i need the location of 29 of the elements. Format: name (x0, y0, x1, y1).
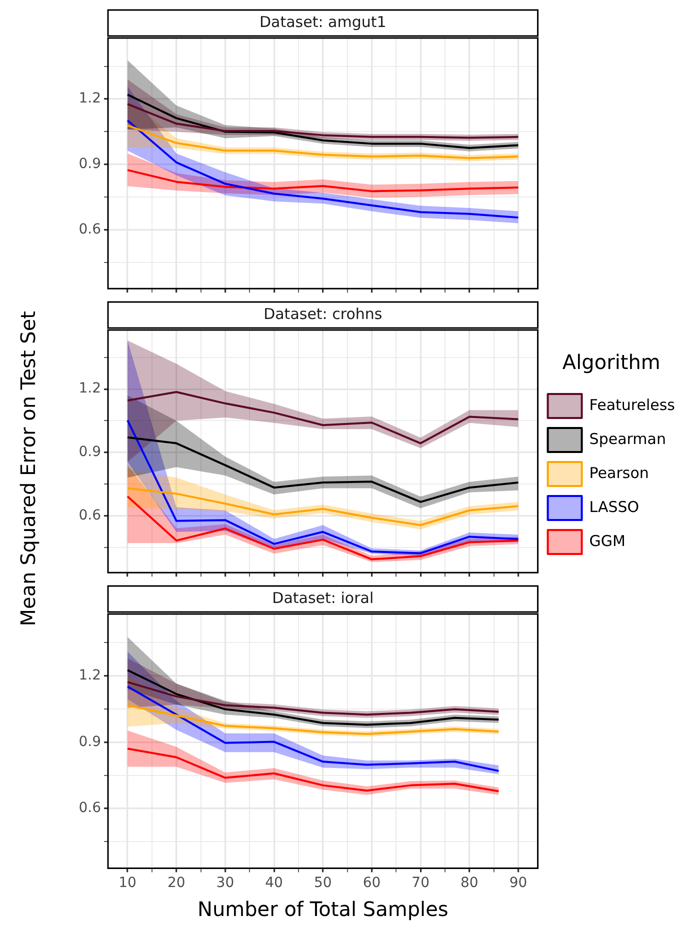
x-tick-label: 30 (216, 875, 234, 892)
x-tick-label: 70 (412, 875, 430, 892)
chart-title: Dataset: amgut1 (259, 12, 386, 31)
x-tick-label: 90 (509, 875, 528, 892)
y-tick-label: 0.6 (78, 507, 102, 524)
y-tick-label: 1.2 (78, 668, 101, 684)
x-tick-label: 20 (167, 875, 186, 892)
legend-label: GGM (589, 532, 626, 550)
y-tick-label: 0.6 (78, 221, 102, 238)
chart-title: Dataset: ioral (272, 588, 374, 607)
y-tick-label: 1.2 (78, 90, 101, 107)
y-tick-label: 0.9 (78, 444, 101, 460)
x-tick-label: 80 (460, 875, 478, 892)
y-axis-title: Mean Squared Error on Test Set (16, 310, 40, 626)
y-tick-label: 1.2 (78, 380, 101, 397)
legend-label: Featureless (589, 396, 676, 414)
legend-title: Algorithm (562, 350, 660, 374)
legend-label: Spearman (589, 430, 666, 448)
legend-label: Pearson (589, 464, 649, 482)
x-axis-title: Number of Total Samples (197, 897, 448, 922)
x-tick-label: 40 (265, 875, 283, 892)
y-tick-label: 0.6 (78, 800, 102, 816)
y-tick-label: 0.9 (78, 156, 101, 172)
x-tick-label: 50 (314, 875, 332, 892)
chart-title: Dataset: crohns (264, 304, 382, 323)
legend-label: LASSO (589, 498, 640, 516)
x-tick-label: 10 (118, 875, 136, 892)
x-tick-label: 60 (362, 875, 381, 892)
y-tick-label: 0.9 (78, 734, 101, 750)
